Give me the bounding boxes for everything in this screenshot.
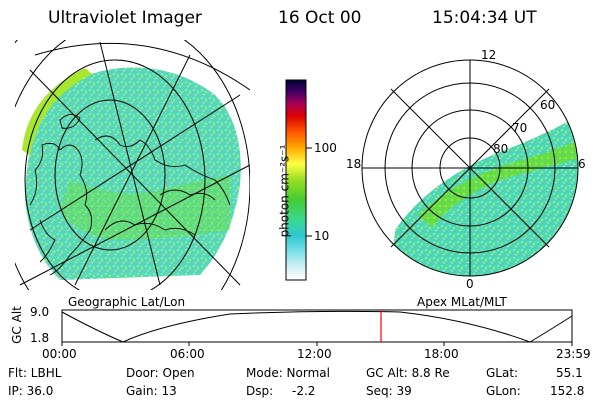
dsp-value: -2.2: [292, 384, 316, 398]
colorbar-unit-label: photon cm⁻²s⁻¹: [277, 144, 292, 238]
time-tick-1200: 12:00: [297, 347, 332, 361]
polar-plot: [361, 59, 579, 277]
altitude-curve: [61, 310, 573, 343]
glat-value: 55.1: [556, 366, 583, 380]
gain-info: Gain: 13: [126, 384, 177, 398]
altitude-ytick-high: 9.0: [30, 305, 50, 319]
left-panel-label: Geographic Lat/Lon: [68, 295, 186, 309]
mlt-0-label: 0: [466, 277, 474, 291]
colorbar-tick-100: 100: [314, 141, 337, 155]
time-tick-2359: 23:59: [556, 347, 591, 361]
instrument-title: Ultraviolet Imager: [48, 8, 202, 28]
colorbar-tick-10: 10: [314, 229, 330, 243]
mode-info: Mode: Normal: [246, 366, 330, 380]
ip-info: IP: 36.0: [8, 384, 54, 398]
mlt-6-label: 6: [578, 157, 586, 171]
mlat-70-label: 70: [512, 121, 528, 135]
altitude-ytick-low: 1.8: [30, 331, 50, 345]
altitude-ylabel: GC Alt: [9, 306, 24, 344]
altitude-plot: [61, 309, 573, 346]
gc-alt-info: GC Alt: 8.8 Re: [366, 366, 450, 380]
colorbar-scale: [285, 79, 307, 281]
mlt-18-label: 18: [346, 157, 362, 171]
date-label: 16 Oct 00: [278, 8, 362, 28]
glon-label: GLon:: [486, 384, 521, 398]
seq-info: Seq: 39: [366, 384, 412, 398]
glon-value: 152.8: [550, 384, 585, 398]
time-tick-0600: 06:00: [170, 347, 205, 361]
mlt-12-label: 12: [481, 48, 497, 62]
dsp-label: Dsp:: [246, 384, 274, 398]
time-label: 15:04:34 UT: [432, 8, 537, 28]
colorbar: [285, 79, 312, 281]
right-panel-label: Apex MLat/MLT: [417, 295, 507, 309]
coastlines: [29, 114, 231, 276]
mlat-60-label: 60: [540, 98, 556, 112]
geographic-map: [15, 40, 250, 290]
door-info: Door: Open: [126, 366, 195, 380]
right-aurora-oval: [418, 140, 578, 228]
time-tick-1800: 18:00: [424, 347, 459, 361]
filter-info: Flt: LBHL: [8, 366, 62, 380]
glat-label: GLat:: [486, 366, 519, 380]
time-tick-0000: 00:00: [42, 347, 77, 361]
mlat-80-label: 80: [493, 142, 509, 156]
